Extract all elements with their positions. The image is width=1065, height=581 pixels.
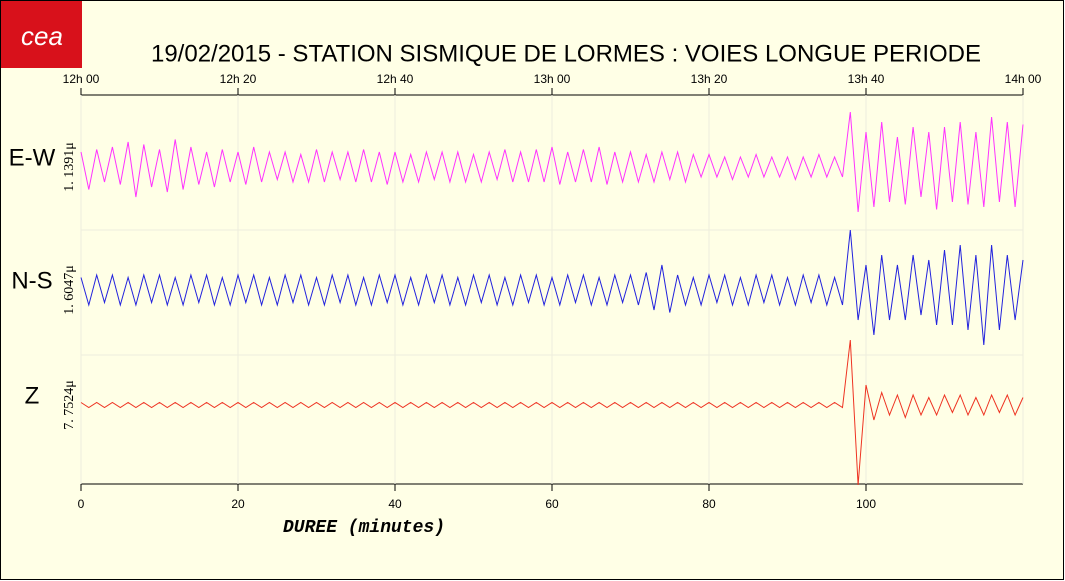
trace <box>80 229 1024 346</box>
trace <box>80 339 1024 486</box>
trace-scale: 1. 6047μ <box>62 265 77 315</box>
top-tick-label: 13h 20 <box>691 72 728 86</box>
trace-scale: 1. 1391μ <box>62 142 77 192</box>
x-tick-label: 100 <box>856 497 876 511</box>
trace-scale: 7. 7524μ <box>62 380 77 430</box>
x-tick-label: 60 <box>545 497 559 511</box>
logo: cea <box>21 21 63 51</box>
trace <box>80 111 1024 213</box>
top-tick-label: 13h 00 <box>534 72 571 86</box>
top-tick-label: 12h 40 <box>377 72 414 86</box>
trace-name: E-W <box>9 144 56 171</box>
x-tick-label: 40 <box>388 497 402 511</box>
x-tick-label: 0 <box>78 497 85 511</box>
trace-name: N-S <box>11 267 52 294</box>
x-tick-label: 80 <box>702 497 716 511</box>
trace-name: Z <box>25 382 40 409</box>
x-tick-label: 20 <box>231 497 245 511</box>
top-tick-label: 13h 40 <box>848 72 885 86</box>
logo-box <box>1 1 82 68</box>
chart-title: 19/02/2015 - STATION SISMIQUE DE LORMES … <box>151 40 981 67</box>
top-tick-label: 14h 00 <box>1005 72 1042 86</box>
top-tick-label: 12h 00 <box>63 72 100 86</box>
top-tick-label: 12h 20 <box>220 72 257 86</box>
x-axis-label: DUREE (minutes) <box>283 518 445 538</box>
